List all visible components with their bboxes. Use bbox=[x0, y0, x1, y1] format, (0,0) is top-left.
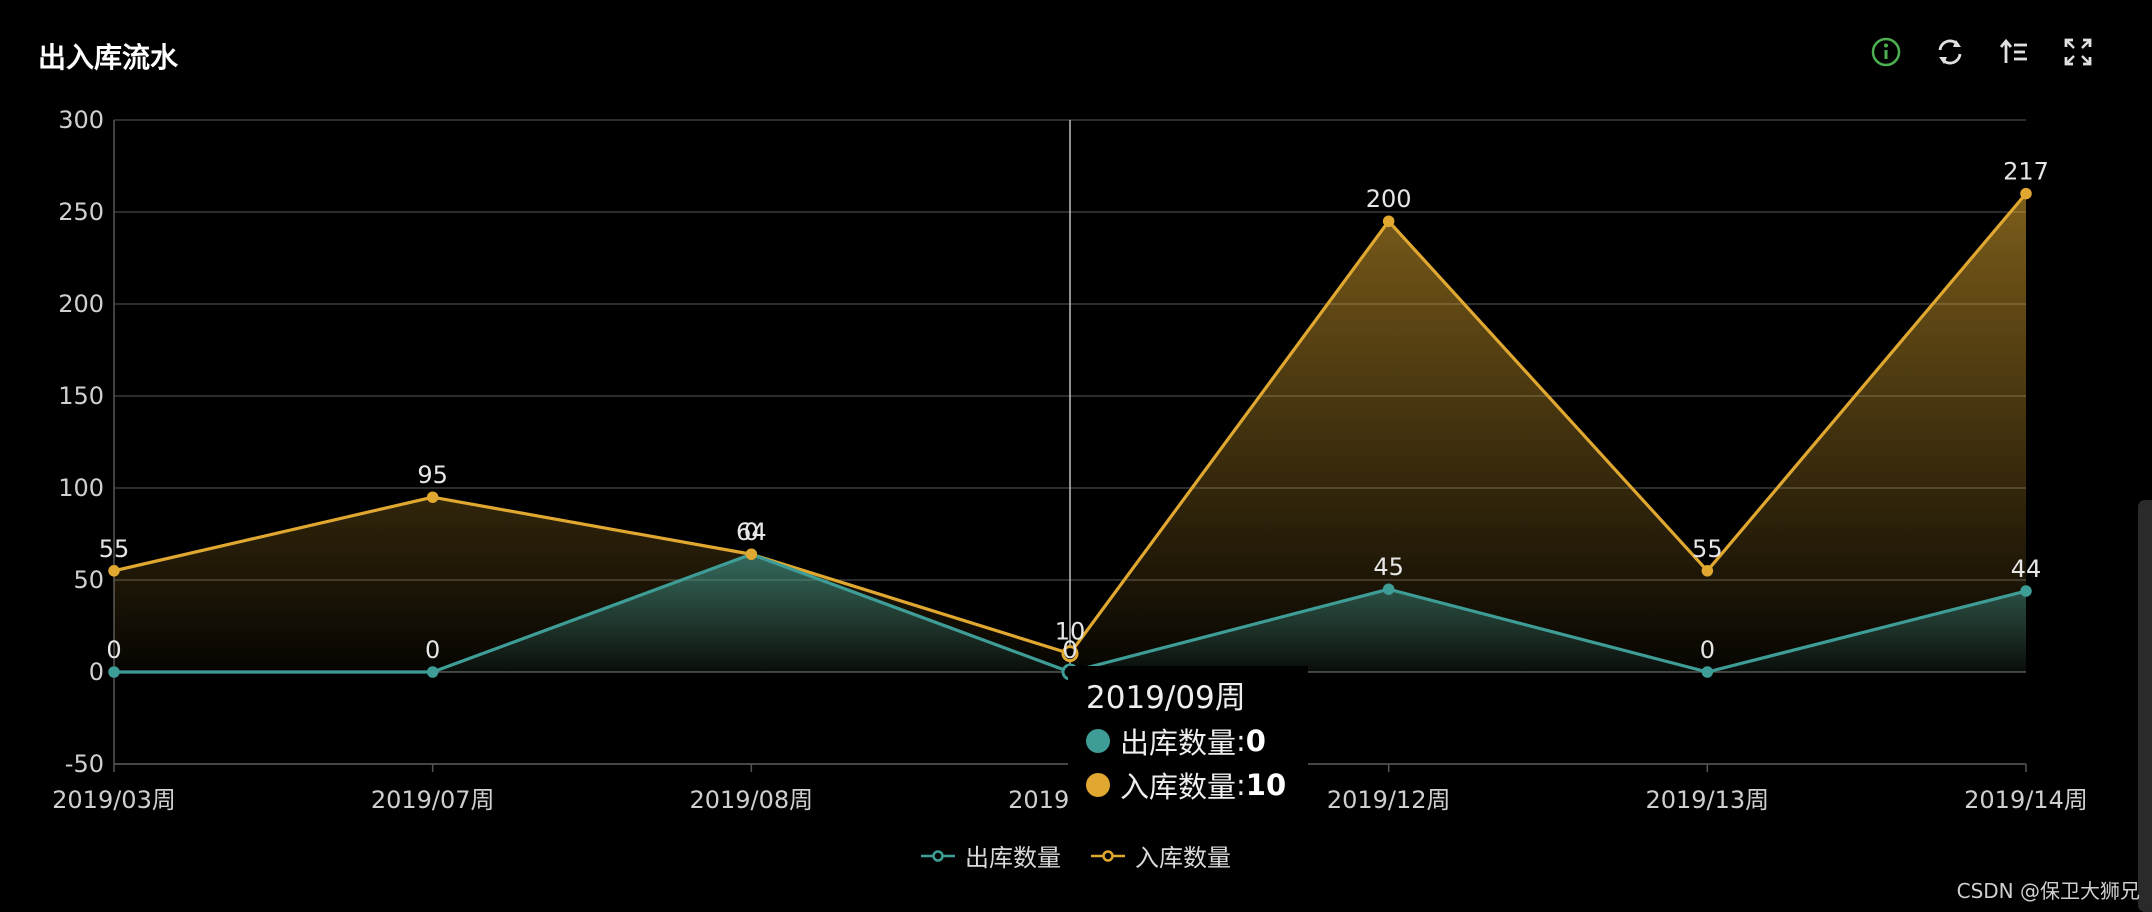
data-label: 95 bbox=[417, 461, 448, 489]
data-labels: 0 0 0 0 45 0 44 55 95 64 10 200 55 217 bbox=[99, 158, 2049, 664]
y-tick-label: 300 bbox=[58, 106, 104, 134]
x-tick-label: 2019/13周 bbox=[1645, 786, 1769, 814]
tooltip-series-name: 入库数量 bbox=[1120, 770, 1237, 804]
data-label: 0 bbox=[425, 636, 440, 664]
tooltip-series-value: 10 bbox=[1245, 768, 1287, 802]
chart-tooltip: 2019/09周 出库数量:0 入库数量:10 bbox=[1068, 666, 1308, 814]
tooltip-title: 2019/09周 bbox=[1086, 680, 1246, 716]
x-tick-label: 2019/12周 bbox=[1327, 786, 1451, 814]
data-point[interactable] bbox=[1382, 583, 1395, 595]
y-tick-label: 200 bbox=[58, 290, 104, 318]
tooltip-series-name: 出库数量 bbox=[1120, 726, 1237, 760]
data-label: 200 bbox=[1366, 185, 1412, 213]
data-point[interactable] bbox=[1382, 215, 1395, 227]
y-tick-label: 50 bbox=[73, 566, 104, 594]
data-label: 0 bbox=[1700, 636, 1715, 664]
data-point[interactable] bbox=[745, 548, 758, 560]
data-label: 217 bbox=[2003, 158, 2049, 186]
data-label: 55 bbox=[1692, 535, 1723, 563]
tooltip-marker-out bbox=[1086, 729, 1110, 753]
fullscreen-icon[interactable] bbox=[2060, 34, 2096, 70]
data-label: 44 bbox=[2011, 555, 2042, 583]
data-point[interactable] bbox=[2020, 187, 2032, 200]
tooltip-marker-in bbox=[1086, 773, 1110, 797]
data-label: 0 bbox=[744, 518, 759, 546]
y-tick-label: 100 bbox=[58, 474, 104, 502]
x-tick-label: 2019/07周 bbox=[371, 786, 495, 814]
series-areas bbox=[114, 193, 2026, 672]
y-tick-label: -50 bbox=[65, 750, 104, 778]
data-point[interactable] bbox=[1061, 645, 1079, 663]
legend-item-out[interactable]: 出库数量 bbox=[921, 838, 1061, 873]
y-tick-label: 150 bbox=[58, 382, 104, 410]
data-point[interactable] bbox=[1701, 666, 1714, 678]
y-axis: -50 0 50 100 150 200 250 300 bbox=[58, 106, 115, 778]
data-point[interactable] bbox=[108, 666, 120, 678]
watermark: CSDN @保卫大狮兄 bbox=[1956, 879, 2140, 903]
data-label: 64 bbox=[736, 518, 767, 546]
data-label: 0 bbox=[106, 636, 121, 664]
tooltip-series-value: 0 bbox=[1245, 724, 1266, 758]
tooltip-row-out: 出库数量:0 bbox=[1086, 720, 1266, 762]
legend-label: 出库数量 bbox=[965, 844, 1061, 872]
sort-icon[interactable] bbox=[1996, 34, 2032, 70]
y-tick-label: 250 bbox=[58, 198, 104, 226]
x-tick-label: 2019/03周 bbox=[52, 786, 176, 814]
x-tick-label: 2019/08周 bbox=[689, 786, 813, 814]
data-point[interactable] bbox=[426, 491, 439, 503]
data-label: 0 bbox=[1062, 636, 1077, 664]
data-label: 10 bbox=[1055, 618, 1086, 646]
data-point[interactable] bbox=[108, 565, 120, 577]
scrollbar-thumb[interactable] bbox=[2138, 500, 2152, 912]
data-point[interactable] bbox=[1701, 565, 1714, 577]
x-tick-label: 2019/14周 bbox=[1964, 786, 2088, 814]
tooltip-row-in: 入库数量:10 bbox=[1086, 764, 1286, 806]
series-area bbox=[114, 193, 2026, 672]
data-point[interactable] bbox=[2020, 585, 2032, 597]
series-area bbox=[114, 554, 2026, 672]
data-label: 45 bbox=[1373, 553, 1404, 581]
chart-toolbar bbox=[1868, 34, 2096, 70]
y-tick-label: 0 bbox=[89, 658, 104, 686]
legend-line-marker-icon bbox=[921, 849, 955, 862]
legend-line-marker-icon bbox=[1091, 849, 1125, 862]
chart-legend: 出库数量 入库数量 bbox=[0, 838, 2152, 873]
legend-label: 入库数量 bbox=[1135, 844, 1231, 872]
legend-item-in[interactable]: 入库数量 bbox=[1091, 838, 1231, 873]
info-circle-icon[interactable] bbox=[1868, 34, 1904, 70]
refresh-icon[interactable] bbox=[1932, 34, 1968, 70]
data-point[interactable] bbox=[426, 666, 439, 678]
panel-title: 出入库流水 bbox=[38, 41, 179, 74]
data-label: 55 bbox=[99, 535, 130, 563]
